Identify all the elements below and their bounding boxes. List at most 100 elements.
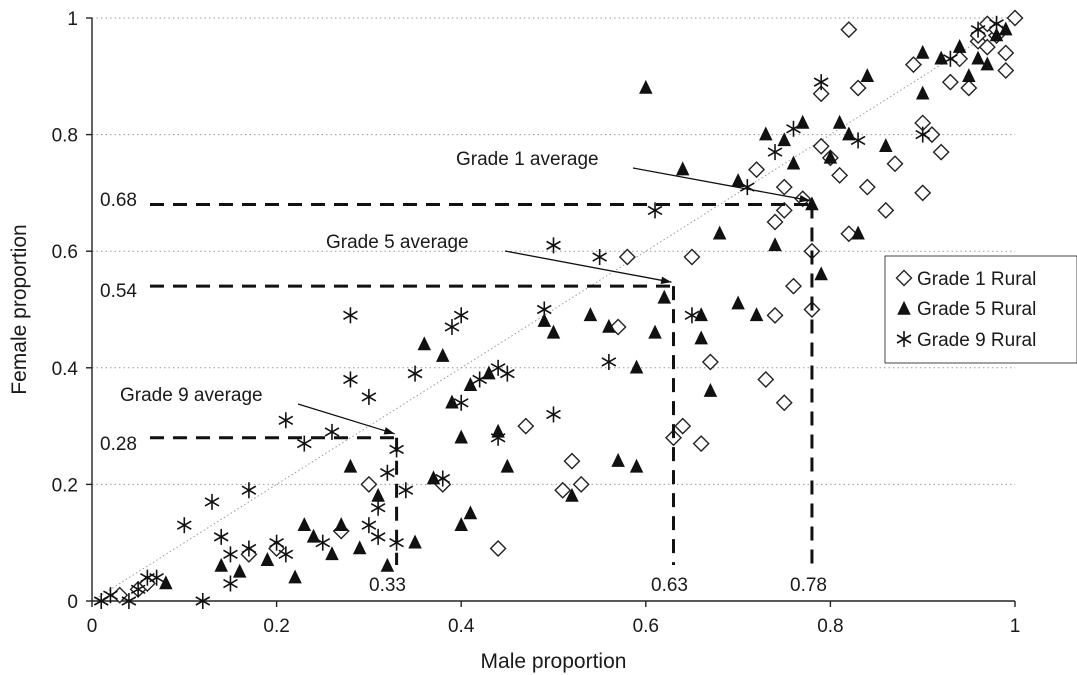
point-grade9 [453, 307, 469, 324]
point-grade9-stroke [380, 468, 395, 478]
x-tick-label: 0.6 [633, 616, 659, 637]
point-grade9-stroke [444, 322, 460, 332]
gridlines [92, 17, 1015, 485]
reference-diagonal [91, 17, 1016, 602]
point-grade5 [832, 114, 847, 129]
point-grade9 [453, 394, 469, 411]
point-grade9-stroke [361, 392, 377, 402]
annotation-y-value: 0.54 [100, 281, 137, 302]
point-grade1 [775, 201, 793, 219]
point-grade5 [934, 50, 948, 65]
point-grade9-stroke [176, 520, 192, 530]
point-grade9 [546, 237, 561, 254]
point-grade5 [675, 161, 690, 176]
point-grade5 [694, 330, 708, 345]
point-grade5 [159, 575, 173, 590]
point-grade9 [684, 307, 700, 324]
point-grade9 [592, 249, 608, 266]
legend-marker-grade9-stroke [896, 334, 912, 344]
point-grade9 [444, 318, 460, 335]
annotation-label: Grade 9 average [120, 385, 263, 406]
x-tick-label: 0 [87, 616, 98, 637]
point-grade9-stroke [601, 357, 617, 367]
point-grade9 [647, 202, 663, 219]
point-grade1 [692, 435, 710, 453]
y-tick-label: 0.4 [52, 359, 79, 380]
point-grade5 [768, 237, 782, 252]
point-grade9 [223, 575, 238, 592]
point-grade9-stroke [223, 578, 238, 589]
point-grade9 [278, 546, 294, 563]
point-grade5 [786, 155, 801, 170]
point-grade9 [149, 569, 164, 586]
point-grade9-stroke [149, 572, 164, 583]
point-grade9 [380, 464, 395, 481]
annotation-x-value: 0.63 [651, 575, 688, 596]
point-grade5 [980, 56, 995, 71]
point-grade9-stroke [278, 549, 294, 560]
point-grade1 [757, 370, 775, 388]
point-grade1 [923, 126, 941, 144]
point-grade9 [490, 429, 506, 446]
annotation-arrow [297, 403, 395, 435]
x-tick-label: 0.4 [448, 616, 475, 637]
annotation-y-value: 0.28 [100, 434, 137, 455]
point-grade5 [454, 429, 468, 444]
annotation-y-value: 0.68 [100, 190, 137, 211]
point-grade1 [831, 166, 849, 184]
point-grade5 [639, 79, 653, 94]
point-grade9-stroke [499, 368, 515, 379]
point-grade5 [629, 359, 644, 374]
legend-label-grade1: Grade 1 Rural [917, 269, 1036, 290]
point-grade9-stroke [296, 438, 312, 449]
point-grade9 [786, 120, 801, 137]
point-grade5 [749, 307, 764, 322]
point-grade1 [775, 394, 793, 412]
point-grade9 [398, 482, 414, 499]
point-grade9 [130, 581, 146, 598]
point-grade9 [176, 517, 192, 534]
point-grade9 [241, 540, 257, 557]
point-grade9-stroke [943, 54, 958, 64]
annotation-label: Grade 5 average [326, 232, 469, 253]
point-grade9-stroke [850, 135, 866, 146]
arrowhead-icon [799, 194, 810, 203]
point-grade5 [435, 347, 450, 362]
legend-marker-grade9 [896, 331, 912, 347]
annotation-3: Grade 9 average 0.28 0.33 [100, 385, 406, 596]
point-grade5 [426, 470, 441, 485]
legend-item-grade9: Grade 9 Rural [896, 330, 1036, 351]
point-grade5 [879, 138, 893, 153]
point-grade5 [565, 487, 579, 502]
point-grade5 [915, 85, 930, 100]
x-tick-label: 0.8 [817, 616, 843, 637]
point-grade9 [536, 301, 552, 318]
point-grade1 [997, 44, 1015, 62]
point-grade9-stroke [647, 205, 663, 216]
point-grade9-stroke [121, 596, 137, 606]
point-grade9 [103, 587, 118, 604]
point-grade9 [407, 365, 423, 382]
point-grade1 [886, 155, 904, 173]
point-grade1 [775, 178, 793, 196]
legend-marker-grade5 [897, 300, 911, 315]
point-grade5 [546, 324, 561, 339]
point-grade9 [361, 517, 377, 534]
point-grade9-stroke [490, 363, 506, 373]
point-grade9-stroke [324, 427, 340, 437]
point-grade9 [739, 179, 755, 196]
point-grade9-stroke [739, 182, 755, 192]
point-grade1 [766, 306, 784, 324]
point-grade9-stroke [536, 304, 552, 315]
point-grade1 [489, 540, 507, 558]
point-grade5 [371, 487, 385, 502]
point-grade9 [435, 470, 451, 487]
point-grade9 [223, 546, 238, 563]
point-grade9-stroke [223, 549, 238, 560]
annotation-arrow [504, 250, 672, 283]
point-grade5 [602, 318, 616, 333]
arrowhead-icon [383, 427, 395, 435]
point-grade5 [214, 557, 228, 572]
y-tick-label: 0.2 [52, 475, 78, 496]
